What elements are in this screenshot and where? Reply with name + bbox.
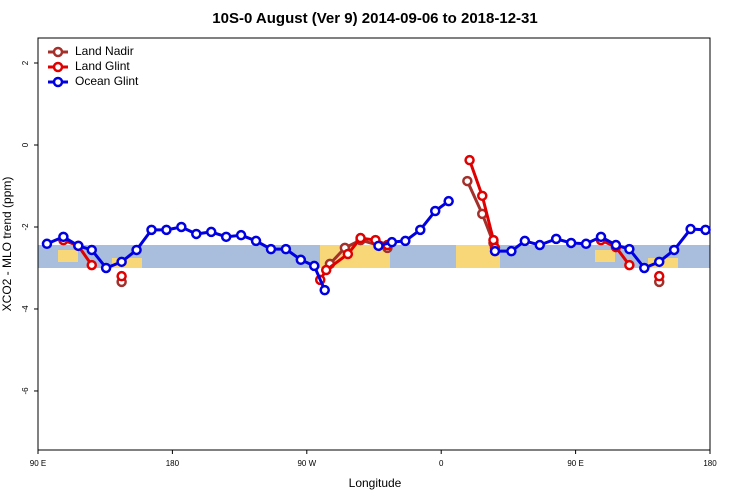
point <box>86 244 98 256</box>
point <box>534 239 546 251</box>
point <box>624 243 635 255</box>
point <box>250 235 262 247</box>
point <box>116 256 127 268</box>
y-tick-label: 2 <box>21 60 30 65</box>
y-tick-label: -2 <box>21 223 30 231</box>
point <box>580 238 592 250</box>
point <box>146 224 157 236</box>
y-tick-label: -6 <box>21 387 30 395</box>
point <box>280 243 292 255</box>
point <box>319 284 330 296</box>
point <box>205 226 217 238</box>
point <box>464 154 475 166</box>
point <box>639 262 650 274</box>
legend-marker <box>52 46 64 58</box>
x-tick-label: 0 <box>439 459 444 468</box>
point <box>342 248 354 260</box>
point <box>116 270 127 282</box>
point <box>700 224 711 236</box>
point <box>443 195 454 207</box>
x-axis-label: Longitude <box>349 476 402 490</box>
point <box>477 190 488 202</box>
x-tick-label: 180 <box>703 459 717 468</box>
point <box>415 224 426 236</box>
point <box>86 259 98 271</box>
point <box>519 235 531 247</box>
point <box>668 244 680 256</box>
x-tick-label: 180 <box>166 459 180 468</box>
point <box>653 270 665 282</box>
legend-label: Land Nadir <box>75 44 134 58</box>
legend-label: Ocean Glint <box>75 74 139 88</box>
point <box>220 231 232 243</box>
x-tick-label: 90 E <box>567 459 583 468</box>
point <box>100 262 112 274</box>
chart-title: 10S-0 August (Ver 9) 2014-09-06 to 2018-… <box>212 10 537 27</box>
point <box>295 254 307 266</box>
point <box>462 175 473 187</box>
y-axis-label: XCO2 - MLO trend (ppm) <box>0 177 14 312</box>
point <box>624 259 635 271</box>
plot-frame <box>37 37 711 451</box>
point <box>58 231 69 243</box>
point <box>131 244 142 256</box>
point <box>320 264 332 276</box>
land-patch <box>58 250 78 262</box>
land-patch <box>112 258 142 268</box>
y-tick-label: -4 <box>21 305 30 313</box>
point <box>506 245 517 257</box>
point <box>386 236 398 248</box>
point <box>161 224 172 236</box>
legend-marker <box>52 76 64 88</box>
point <box>235 229 247 241</box>
point <box>565 237 577 249</box>
land-patch <box>456 245 500 268</box>
point <box>373 240 384 252</box>
point <box>41 238 53 250</box>
point <box>489 245 501 257</box>
point <box>610 239 622 251</box>
point <box>400 235 411 247</box>
x-tick-label: 90 E <box>30 459 46 468</box>
legend-marker <box>52 61 64 73</box>
point <box>685 223 696 235</box>
point <box>653 256 665 268</box>
point <box>176 221 187 233</box>
x-tick-label: 90 W <box>297 459 316 468</box>
point <box>191 228 202 240</box>
map-background <box>38 245 710 268</box>
land-patch <box>595 250 615 262</box>
point <box>265 243 277 255</box>
point <box>73 240 84 252</box>
point <box>355 232 366 244</box>
y-tick-label: 0 <box>21 142 30 147</box>
point <box>309 260 320 272</box>
point <box>429 205 441 217</box>
legend-label: Land Glint <box>75 59 130 73</box>
point <box>550 233 562 245</box>
point <box>595 231 607 243</box>
